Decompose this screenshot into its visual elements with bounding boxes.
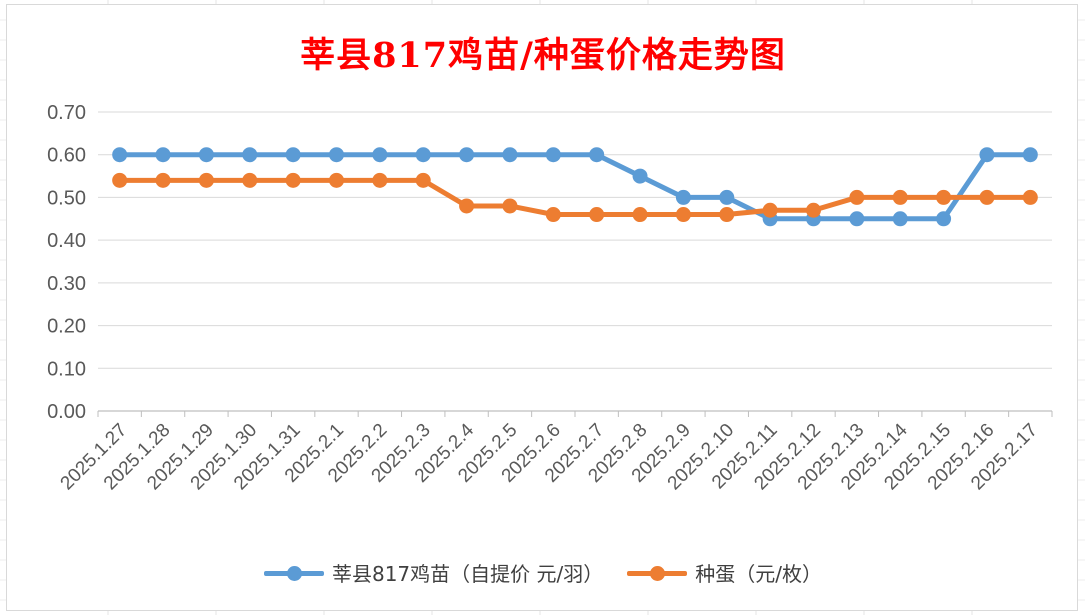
- series-0-point: [415, 147, 431, 163]
- series-1-point: [155, 172, 171, 188]
- legend-swatch-chick: [263, 565, 324, 581]
- series-0-point: [892, 211, 908, 227]
- series-1-point: [936, 189, 952, 205]
- series-0-point: [502, 147, 518, 163]
- series-1-point: [415, 172, 431, 188]
- series-0-point: [849, 211, 865, 227]
- legend-item-egg: 种蛋（元/枚）: [627, 558, 822, 587]
- series-1-point: [285, 172, 301, 188]
- legend: 莘县817鸡苗（自提价 元/羽） 种蛋（元/枚）: [7, 558, 1079, 587]
- legend-label-chick: 莘县817鸡苗（自提价 元/羽）: [331, 562, 604, 586]
- series-1-point: [979, 189, 995, 205]
- y-tick-label: 0.60: [47, 145, 86, 167]
- series-1-point: [719, 207, 735, 223]
- chart-area[interactable]: 莘县817鸡苗/种蛋价格走势图 0.00 0.10 0.20 0.30 0.40 0.50…: [6, 4, 1078, 611]
- y-tick-label: 0.40: [47, 230, 86, 252]
- series-1-point: [112, 172, 128, 188]
- series-0-point: [632, 168, 648, 184]
- legend-label-egg: 种蛋（元/枚）: [695, 562, 823, 586]
- series-1-point: [892, 189, 908, 205]
- series-0-point: [545, 147, 561, 163]
- plot-area: 0.000.100.200.300.400.500.600.702025.1.2…: [47, 102, 1053, 494]
- series-1-point: [762, 202, 778, 218]
- y-tick-label: 0.20: [47, 316, 86, 338]
- legend-swatch-egg: [627, 565, 688, 581]
- chart-title: 莘县817鸡苗/种蛋价格走势图: [300, 35, 786, 76]
- y-tick-label: 0.10: [47, 358, 86, 380]
- y-tick-label: 0.50: [47, 187, 86, 209]
- series-0-point: [589, 147, 605, 163]
- series-0-point: [329, 147, 344, 163]
- series-line-1: [117, 177, 1033, 218]
- series-line-0: [117, 152, 1033, 222]
- series-0-point: [242, 147, 258, 163]
- series-0-point: [719, 189, 735, 205]
- series-1-point: [502, 198, 518, 214]
- series-0-point: [372, 147, 388, 163]
- series-1-point: [849, 189, 865, 205]
- series-1-point: [198, 172, 214, 188]
- series-0-point: [198, 147, 214, 163]
- series-1-point: [372, 172, 388, 188]
- series-1-point: [675, 207, 691, 223]
- series-1-point: [806, 202, 821, 218]
- y-tick-label: 0.70: [47, 102, 86, 124]
- series-0-point: [1022, 147, 1038, 163]
- series-0-point: [285, 147, 301, 163]
- series-0-point: [459, 147, 475, 163]
- series-1-point: [1022, 189, 1038, 205]
- series-0-point: [112, 147, 128, 163]
- y-tick-label: 0.00: [47, 401, 86, 423]
- series-1-point: [632, 207, 648, 223]
- series-1-point: [545, 207, 561, 223]
- series-0-point: [675, 189, 691, 205]
- series-0-point: [936, 211, 952, 227]
- series-1-point: [459, 198, 475, 214]
- series-0-point: [979, 147, 995, 163]
- series-1-point: [329, 172, 344, 188]
- series-0-point: [155, 147, 171, 163]
- series-1-point: [242, 172, 258, 188]
- legend-item-chick: 莘县817鸡苗（自提价 元/羽）: [263, 558, 604, 587]
- y-tick-label: 0.30: [47, 273, 86, 295]
- series-1-point: [589, 207, 605, 223]
